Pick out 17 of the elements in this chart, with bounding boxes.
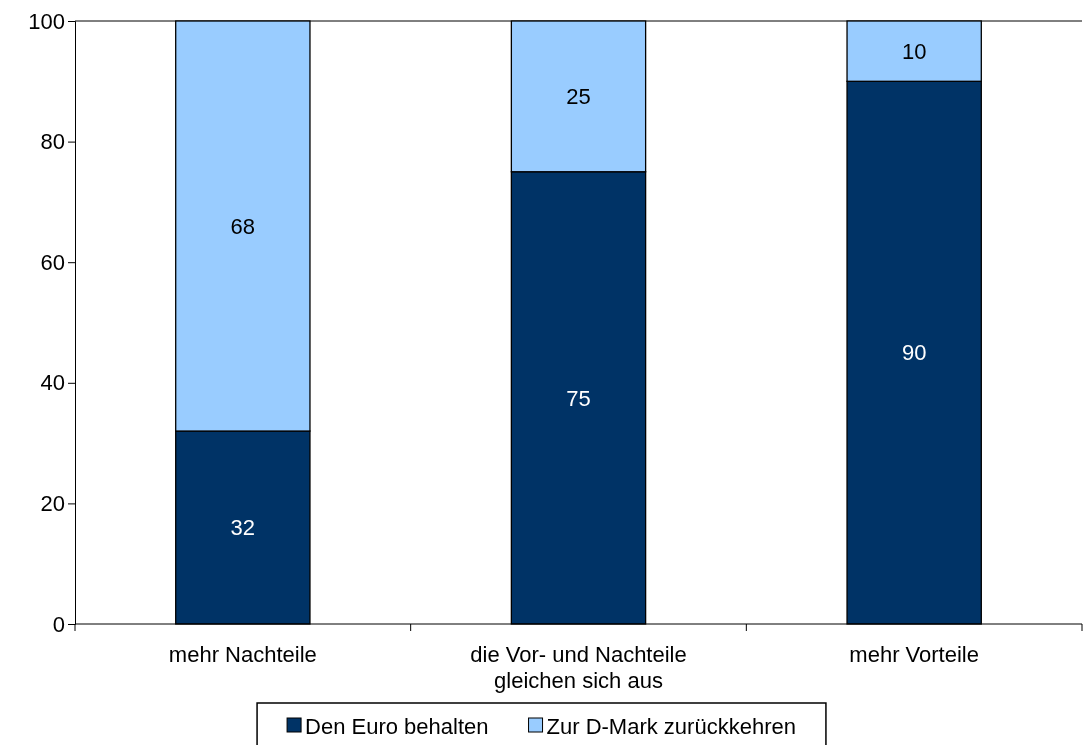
x-tick-label: die Vor- und Nachteile gleichen sich aus xyxy=(470,642,687,693)
y-tick-label: 60 xyxy=(40,249,65,275)
data-label: 32 xyxy=(230,515,256,541)
x-tick-label: mehr Vorteile xyxy=(849,642,979,667)
y-tick-label: 80 xyxy=(40,129,65,155)
legend-label: Den Euro behalten xyxy=(305,713,489,739)
y-tick-label: 20 xyxy=(40,490,65,516)
legend-label: Zur D-Mark zurückkehren xyxy=(546,713,796,739)
data-label: 75 xyxy=(566,385,591,411)
x-tick-label: mehr Nachteile xyxy=(168,642,317,667)
data-label: 68 xyxy=(230,213,256,239)
data-label: 25 xyxy=(566,84,591,110)
y-tick-label: 40 xyxy=(40,370,65,396)
data-label: 10 xyxy=(901,38,927,64)
y-tick-label: 0 xyxy=(52,611,65,637)
y-tick-label: 100 xyxy=(28,8,65,34)
data-label: 90 xyxy=(901,340,927,366)
